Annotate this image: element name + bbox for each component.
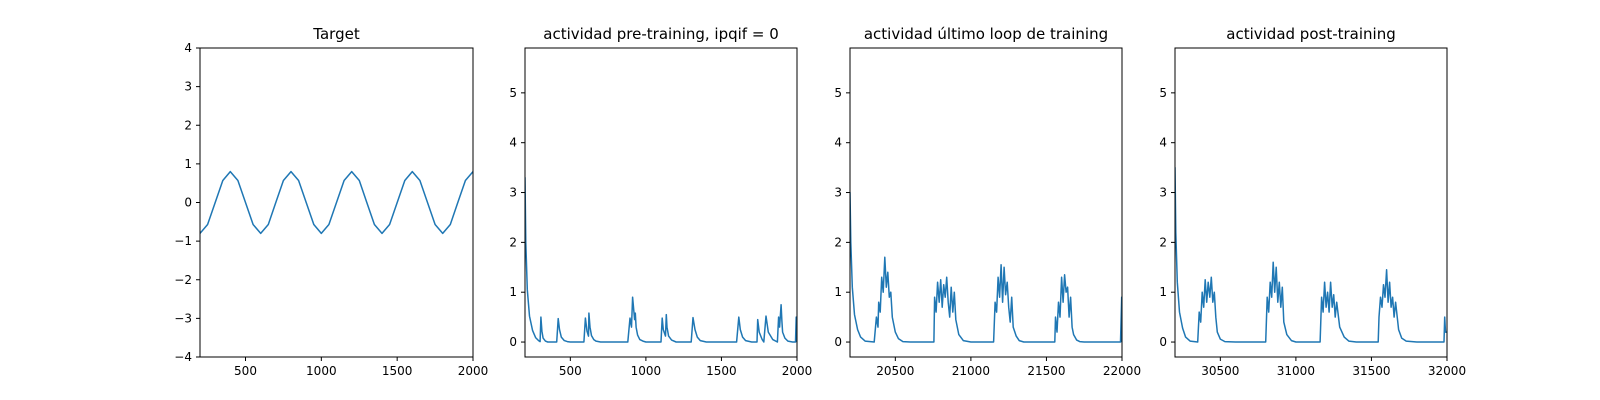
- chart-title: Target: [312, 25, 360, 43]
- y-tick-label: 4: [184, 41, 192, 55]
- x-tick-label: 22000: [1103, 364, 1141, 378]
- y-tick-label: 1: [834, 285, 842, 299]
- x-tick-label: 2000: [782, 364, 813, 378]
- y-tick-label: −2: [174, 273, 192, 287]
- y-tick-label: 2: [1159, 235, 1167, 249]
- y-tick-label: 2: [509, 235, 517, 249]
- y-tick-label: 5: [834, 86, 842, 100]
- series-line-3-1: [850, 191, 1122, 343]
- y-tick-label: −3: [174, 311, 192, 325]
- y-tick-label: −4: [174, 350, 192, 364]
- y-tick-label: 4: [834, 136, 842, 150]
- y-tick-label: −1: [174, 234, 192, 248]
- x-tick-label: 31500: [1352, 364, 1390, 378]
- y-tick-label: 3: [1159, 186, 1167, 200]
- x-tick-label: 500: [559, 364, 582, 378]
- x-tick-label: 31000: [1277, 364, 1315, 378]
- x-tick-label: 500: [234, 364, 257, 378]
- x-tick-label: 21000: [952, 364, 990, 378]
- series-line-4-1: [1175, 166, 1447, 343]
- axes-frame: [849, 47, 1123, 358]
- x-tick-label: 30500: [1201, 364, 1239, 378]
- x-tick-label: 2000: [458, 364, 489, 378]
- y-tick-label: 0: [184, 196, 192, 210]
- x-tick-label: 1000: [631, 364, 662, 378]
- y-tick-label: 0: [1159, 335, 1167, 349]
- x-tick-label: 32000: [1428, 364, 1466, 378]
- chart-panel-2: actividad pre-training, ipqif = 0 500 1000…: [509, 25, 812, 378]
- chart-title: actividad último loop de training: [864, 25, 1108, 43]
- y-tick-label: 4: [509, 136, 517, 150]
- y-tick-label: 5: [1159, 86, 1167, 100]
- chart-title: actividad pre-training, ipqif = 0: [543, 25, 779, 43]
- axes-frame: [1174, 47, 1448, 358]
- y-tick-label: 3: [509, 186, 517, 200]
- chart-panel-1: Target 500 1000 1500 2000 −4 −3 −2 −1 0 1 2 3 4: [174, 25, 488, 378]
- series-line-1-1: [200, 170, 473, 235]
- y-tick-label: 1: [184, 157, 192, 171]
- y-tick-label: 3: [184, 80, 192, 94]
- axes-frame: [524, 47, 798, 358]
- y-tick-label: 4: [1159, 136, 1167, 150]
- y-tick-label: 3: [834, 186, 842, 200]
- x-tick-label: 1500: [706, 364, 737, 378]
- y-tick-label: 5: [509, 86, 517, 100]
- y-tick-label: 0: [509, 335, 517, 349]
- series-line-2-1: [525, 176, 797, 343]
- y-tick-label: 2: [834, 235, 842, 249]
- y-tick-label: 2: [184, 118, 192, 132]
- y-tick-label: 1: [1159, 285, 1167, 299]
- y-tick-label: 0: [834, 335, 842, 349]
- x-tick-label: 1500: [382, 364, 413, 378]
- chart-title: actividad post-training: [1226, 25, 1395, 43]
- x-tick-label: 1000: [306, 364, 337, 378]
- x-tick-label: 20500: [876, 364, 914, 378]
- y-tick-label: 1: [509, 285, 517, 299]
- x-tick-label: 21500: [1027, 364, 1065, 378]
